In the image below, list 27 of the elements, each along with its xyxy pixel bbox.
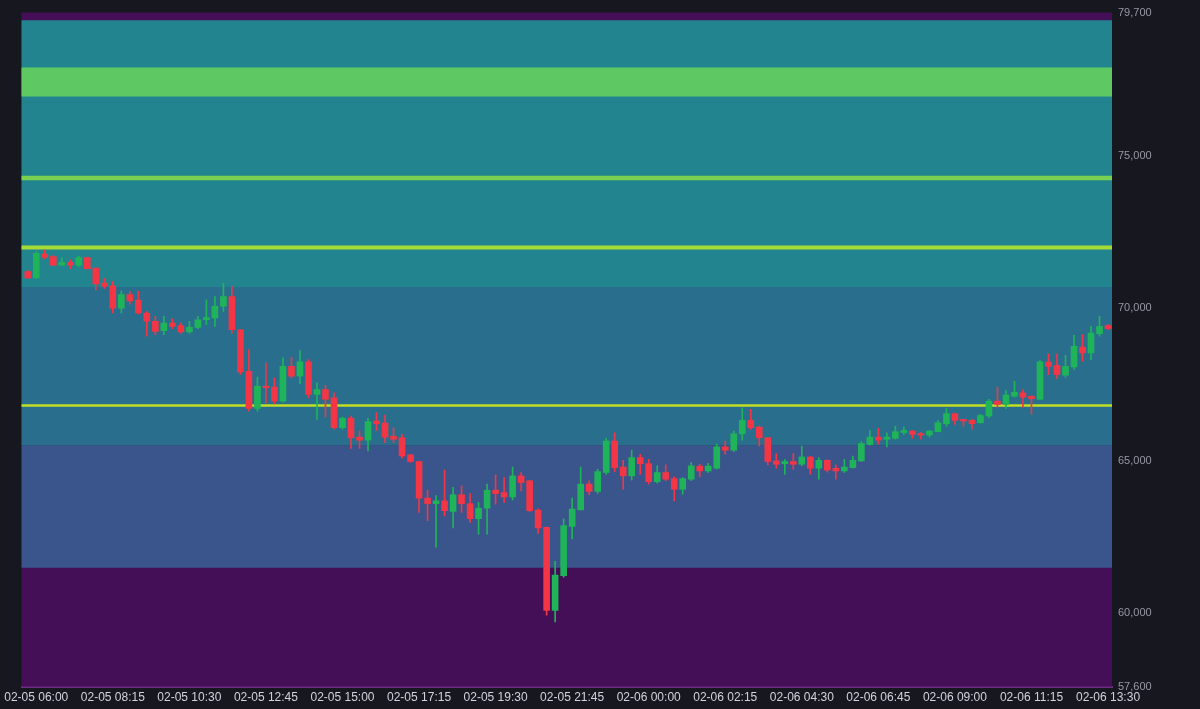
x-tick-label: 02-05 10:30	[157, 690, 222, 705]
candlestick	[781, 459, 789, 475]
x-tick-label: 02-06 11:15	[999, 690, 1064, 705]
x-tick-label: 02-05 21:45	[540, 690, 605, 705]
y-tick-label: 75,000	[1118, 148, 1152, 161]
candlestick	[500, 477, 508, 503]
candlestick	[1019, 389, 1027, 408]
x-tick-label: 02-06 00:00	[616, 690, 682, 705]
x-tick-label: 02-05 12:45	[233, 690, 299, 705]
y-tick-label: 57,600	[1118, 679, 1152, 692]
x-tick-label: 02-05 17:15	[387, 690, 452, 705]
y-tick-label: 60,000	[1118, 606, 1152, 619]
x-tick-label: 02-05 06:00	[4, 690, 69, 705]
x-tick-label: 02-05 08:15	[80, 690, 146, 705]
candlestick	[772, 453, 780, 469]
x-tick-label: 02-06 04:30	[769, 690, 835, 705]
y-tick-label: 79,700	[1118, 5, 1152, 18]
x-tick-label: 02-06 02:15	[693, 690, 758, 705]
y-tick-label: 70,000	[1118, 301, 1152, 314]
x-tick-label: 02-05 19:30	[463, 690, 528, 705]
x-tick-label: 02-06 13:30	[1076, 690, 1141, 705]
candlestick	[883, 432, 891, 448]
x-tick-label: 02-06 09:00	[922, 690, 988, 705]
candlestick	[313, 382, 321, 420]
x-tick-label: 02-06 06:45	[846, 690, 911, 705]
x-tick-label: 02-05 15:00	[310, 690, 375, 705]
y-tick-label: 65,000	[1118, 453, 1152, 466]
